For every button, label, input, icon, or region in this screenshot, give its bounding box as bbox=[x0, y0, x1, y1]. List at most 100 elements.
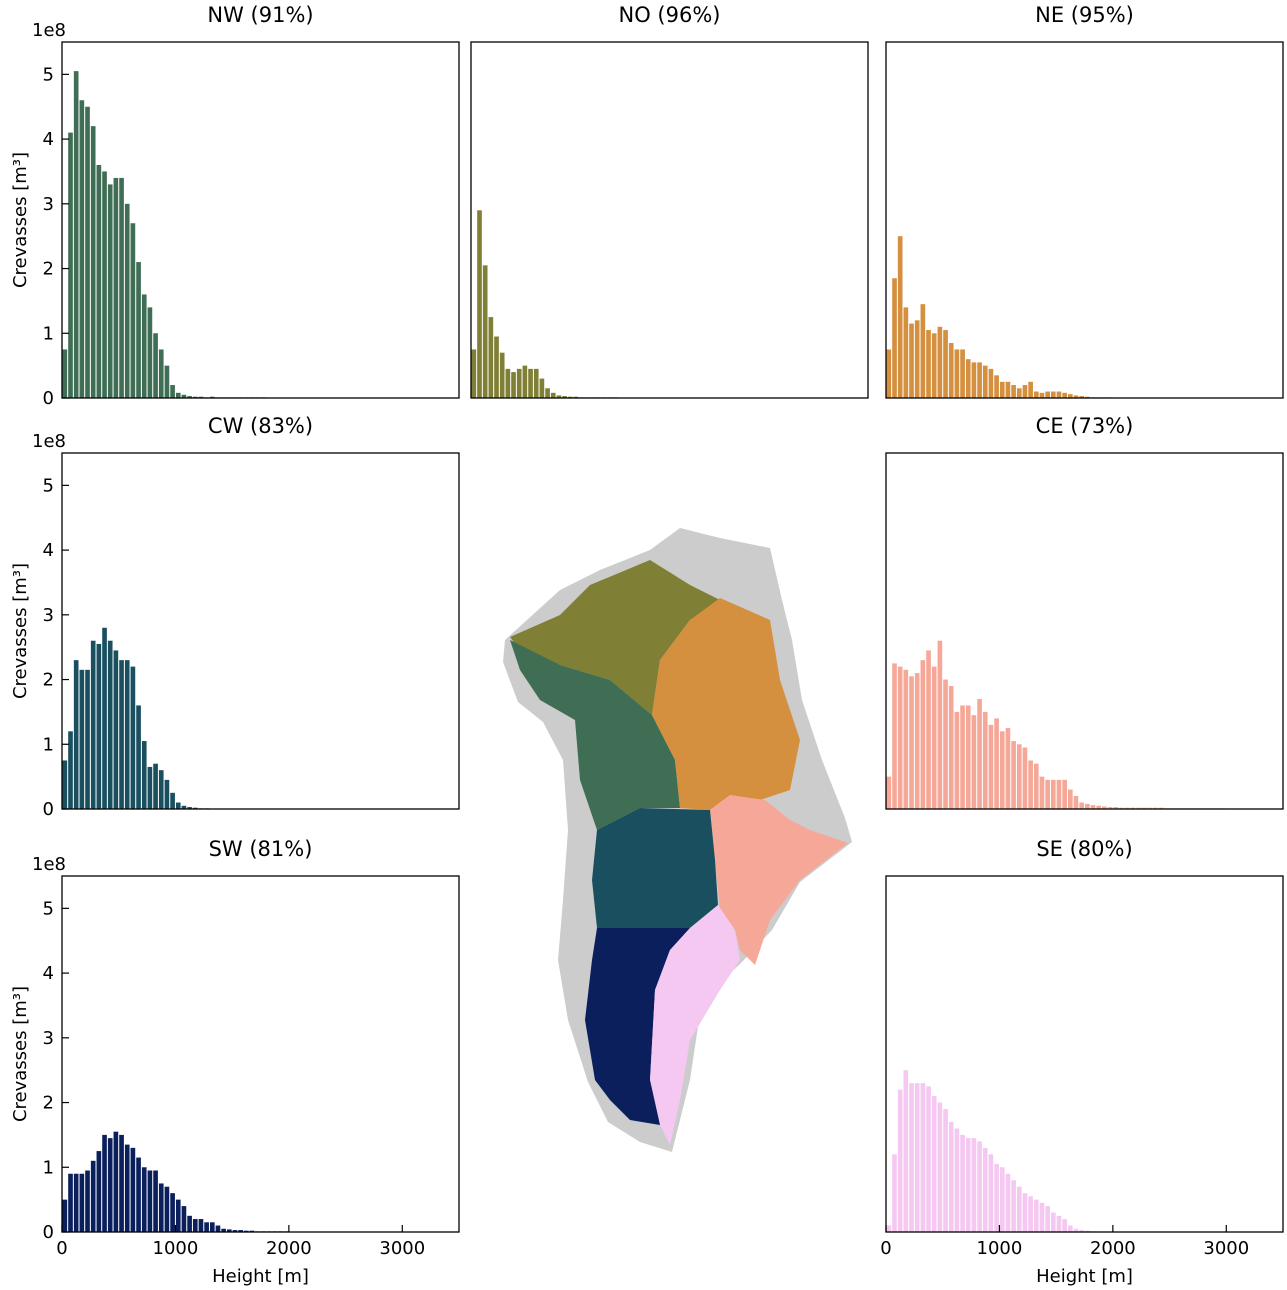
bar bbox=[1056, 391, 1062, 398]
region-cw bbox=[592, 808, 718, 928]
bar bbox=[892, 1154, 897, 1232]
bar bbox=[85, 106, 90, 399]
bar bbox=[943, 330, 948, 398]
bar bbox=[1096, 805, 1102, 809]
bar bbox=[954, 1128, 960, 1232]
bar bbox=[62, 1199, 68, 1232]
bar bbox=[931, 333, 937, 398]
bar bbox=[914, 320, 920, 398]
bar bbox=[482, 265, 488, 398]
bar bbox=[136, 262, 141, 398]
bar bbox=[147, 766, 153, 809]
bar bbox=[988, 368, 994, 398]
bar bbox=[1067, 394, 1073, 398]
panel: SE (80%) 0 1000 2000 3000 Height [m] bbox=[880, 837, 1284, 1287]
x-tick-label: 0 bbox=[880, 1238, 891, 1259]
bar bbox=[181, 1206, 187, 1232]
bar bbox=[136, 705, 141, 809]
offset-text: 1e8 bbox=[32, 20, 66, 41]
bar bbox=[1102, 806, 1107, 809]
bar bbox=[977, 362, 982, 398]
bar bbox=[1039, 392, 1045, 398]
bar bbox=[102, 171, 107, 398]
bar bbox=[130, 666, 136, 809]
bar bbox=[920, 660, 926, 809]
bar bbox=[238, 1230, 243, 1232]
axes-frame bbox=[61, 452, 460, 810]
bar bbox=[1079, 1230, 1084, 1232]
bar bbox=[522, 365, 528, 398]
y-tick-label: 2 bbox=[43, 670, 54, 691]
bar bbox=[158, 770, 164, 809]
bar bbox=[999, 1167, 1005, 1232]
bar bbox=[477, 210, 482, 398]
bar bbox=[107, 184, 113, 398]
offset-text: 1e8 bbox=[32, 854, 66, 875]
bar bbox=[1016, 1186, 1022, 1232]
bar bbox=[1073, 395, 1079, 398]
bar bbox=[221, 1228, 226, 1232]
bar bbox=[1039, 776, 1045, 809]
bar bbox=[141, 294, 147, 398]
bar bbox=[1022, 1193, 1028, 1232]
x-tick-label: 0 bbox=[56, 1238, 67, 1259]
bar bbox=[982, 711, 988, 809]
bar bbox=[903, 307, 909, 398]
axes-frame bbox=[885, 41, 1284, 399]
bar bbox=[187, 807, 192, 809]
y-tick-label: 1 bbox=[43, 323, 54, 344]
bar bbox=[181, 394, 187, 398]
region-se bbox=[650, 905, 740, 1145]
bar bbox=[1056, 1215, 1062, 1232]
bar bbox=[164, 365, 170, 398]
axes-frame bbox=[885, 875, 1284, 1233]
bar bbox=[232, 1230, 238, 1232]
bar bbox=[926, 650, 931, 809]
bar bbox=[164, 779, 170, 809]
bar bbox=[1067, 1225, 1073, 1232]
bar bbox=[1107, 807, 1113, 809]
bar bbox=[920, 1083, 926, 1232]
y-tick-label: 4 bbox=[43, 963, 54, 984]
bar bbox=[175, 1199, 181, 1232]
bar bbox=[1033, 763, 1039, 809]
bar bbox=[1062, 1219, 1067, 1232]
bar bbox=[994, 375, 999, 398]
x-tick-label: 1000 bbox=[977, 1238, 1023, 1259]
bar bbox=[1028, 381, 1033, 398]
bar bbox=[107, 640, 113, 809]
bar bbox=[909, 676, 914, 809]
bar bbox=[494, 336, 499, 398]
bar bbox=[153, 1170, 158, 1232]
bar bbox=[960, 349, 965, 398]
x-tick-label: 2000 bbox=[266, 1238, 312, 1259]
bar bbox=[153, 763, 158, 809]
bar bbox=[68, 132, 73, 399]
bar bbox=[988, 1154, 994, 1232]
bar bbox=[977, 698, 982, 809]
bar bbox=[158, 1183, 164, 1232]
panel-title: NE (95%) bbox=[1035, 3, 1134, 27]
bar bbox=[914, 673, 920, 809]
bar bbox=[1090, 805, 1096, 809]
y-tick-label: 1 bbox=[43, 734, 54, 755]
x-tick-label: 3000 bbox=[379, 1238, 425, 1259]
bar bbox=[181, 805, 187, 809]
y-tick-label: 5 bbox=[43, 475, 54, 496]
x-axis-label: Height [m] bbox=[1036, 1266, 1133, 1287]
bar bbox=[982, 1147, 988, 1232]
panel-title: NO (96%) bbox=[619, 3, 721, 27]
y-tick-label: 4 bbox=[43, 129, 54, 150]
bar bbox=[994, 1164, 999, 1232]
bar bbox=[948, 1121, 954, 1232]
y-tick-label: 3 bbox=[43, 605, 54, 626]
y-axis-label: Crevasses [m³] bbox=[10, 986, 31, 1122]
region-sw bbox=[585, 928, 690, 1125]
panel: SW (81%) 0 1 2 3 4 5 0 1000 2000 3000 1e8 Crevasses … bbox=[10, 837, 460, 1287]
bar bbox=[136, 1157, 141, 1232]
bar bbox=[960, 1134, 965, 1232]
bar bbox=[1045, 779, 1050, 809]
bar bbox=[226, 1229, 232, 1232]
bar bbox=[1039, 1202, 1045, 1232]
x-tick-label: 1000 bbox=[153, 1238, 199, 1259]
